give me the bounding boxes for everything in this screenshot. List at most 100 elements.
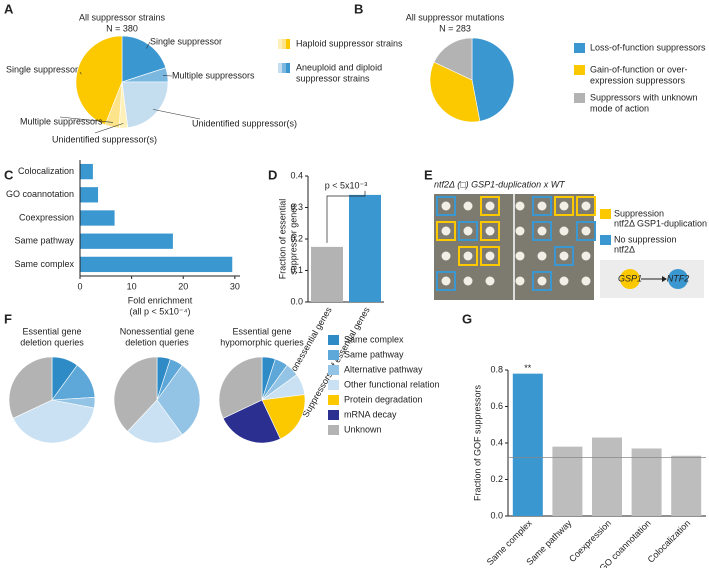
pie-slice — [222, 399, 281, 444]
legend-label: ntf2Δ GSP1-duplication — [614, 218, 707, 228]
slice-label: Single suppressor — [150, 36, 222, 46]
colony — [485, 276, 495, 286]
colony — [485, 226, 495, 236]
y-tick-label: 0.4 — [290, 170, 303, 180]
panel-letter: G — [462, 311, 472, 326]
slice-label: Multiple suppressors — [172, 70, 255, 80]
pie-slice — [156, 364, 201, 436]
legend-label: ntf2Δ — [614, 244, 635, 254]
colony-box — [532, 196, 552, 216]
legend-swatch — [328, 380, 339, 390]
legend-swatch — [328, 395, 339, 405]
x-tick-label: 10 — [127, 281, 137, 291]
legend-label: Same complex — [344, 334, 404, 344]
colony-box — [458, 246, 478, 266]
colony — [581, 201, 591, 211]
x-tick-label: 20 — [178, 281, 188, 291]
bar — [512, 373, 543, 516]
legend-swatch — [574, 65, 585, 75]
slice-label: Unidentified suppressor(s) — [52, 134, 157, 144]
colony — [515, 226, 525, 236]
pie-slice — [127, 399, 183, 444]
legend-label: Other functional relation — [344, 379, 440, 389]
pie-slice — [75, 35, 123, 126]
colony — [485, 201, 495, 211]
legend-swatch — [574, 43, 585, 53]
colony-box — [436, 196, 456, 216]
colony — [515, 251, 525, 261]
colony — [559, 201, 569, 211]
significance-bracket — [326, 190, 366, 243]
colony — [559, 276, 569, 286]
x-tick-label: 0 — [77, 281, 82, 291]
panel-letter: E — [424, 167, 433, 182]
y-tick-label: 0.8 — [490, 364, 503, 374]
legend-label: Loss-of-function suppressors — [590, 42, 706, 52]
legend-swatch — [278, 39, 282, 49]
colony-box — [458, 221, 478, 241]
y-tick-label: Same complex — [14, 259, 74, 269]
legend-label: Suppressors with unknown — [590, 92, 698, 102]
pie-subtitle: N = 283 — [439, 23, 471, 33]
colony — [559, 226, 569, 236]
colony — [537, 276, 547, 286]
colony — [463, 251, 473, 261]
legend-label: mRNA decay — [344, 409, 397, 419]
pie-slice — [8, 356, 53, 419]
legend-label: mode of action — [590, 103, 649, 113]
colony-box — [436, 221, 456, 241]
legend-label: Unknown — [344, 424, 382, 434]
colony-box — [480, 246, 500, 266]
pie-title: All suppressor mutations — [406, 12, 505, 22]
pie-slice — [429, 61, 481, 123]
panel-letter: A — [4, 1, 14, 16]
pie-title: Essential gene — [22, 326, 81, 336]
y-tick-label: 0.4 — [490, 437, 503, 447]
colony-box — [554, 196, 574, 216]
legend-swatch — [600, 209, 611, 219]
colony — [537, 201, 547, 211]
bar — [80, 210, 115, 226]
y-tick-label: 0.0 — [290, 296, 303, 306]
colony-box — [576, 196, 596, 216]
pie-slice — [433, 37, 473, 81]
x-axis-label: Fold enrichment — [128, 295, 193, 305]
legend-swatch — [328, 410, 339, 420]
bar — [80, 187, 99, 203]
leader-line — [94, 123, 124, 134]
colony — [581, 251, 591, 261]
pie-title: Essential gene — [232, 326, 291, 336]
colony — [441, 201, 451, 211]
colony — [537, 251, 547, 261]
colony-box — [554, 246, 574, 266]
legend-swatch — [328, 425, 339, 435]
plate-title: ntf2Δ (□) GSP1-duplication x WT — [434, 179, 566, 189]
bar — [80, 163, 93, 180]
bar — [631, 448, 662, 516]
legend-swatch — [282, 63, 286, 73]
pie-title: deletion queries — [20, 337, 84, 347]
bar — [80, 233, 173, 249]
pie-title: hypomorphic queries — [220, 337, 304, 347]
legend-label: Aneuploid and diploid — [296, 62, 382, 72]
pie-title: All suppressor strains — [79, 12, 166, 22]
y-tick-label: Same pathway — [14, 236, 74, 246]
gene-node — [620, 269, 640, 289]
legend-label: expression suppressors — [590, 75, 686, 85]
colony — [485, 251, 495, 261]
legend-label: Gain-of-function or over- — [590, 64, 688, 74]
colony — [581, 276, 591, 286]
panel-letter: C — [4, 167, 14, 182]
legend-label: No suppression — [614, 234, 677, 244]
pie-slice — [121, 35, 167, 83]
colony-box — [576, 221, 596, 241]
pie-title: deletion queries — [125, 337, 189, 347]
legend-swatch — [574, 93, 585, 103]
pie-slice — [261, 394, 306, 440]
legend-label: Suppression — [614, 208, 664, 218]
bar — [592, 437, 622, 516]
legend-swatch — [328, 365, 339, 375]
pie-slice — [121, 81, 169, 128]
x-tick-label: 30 — [230, 281, 240, 291]
